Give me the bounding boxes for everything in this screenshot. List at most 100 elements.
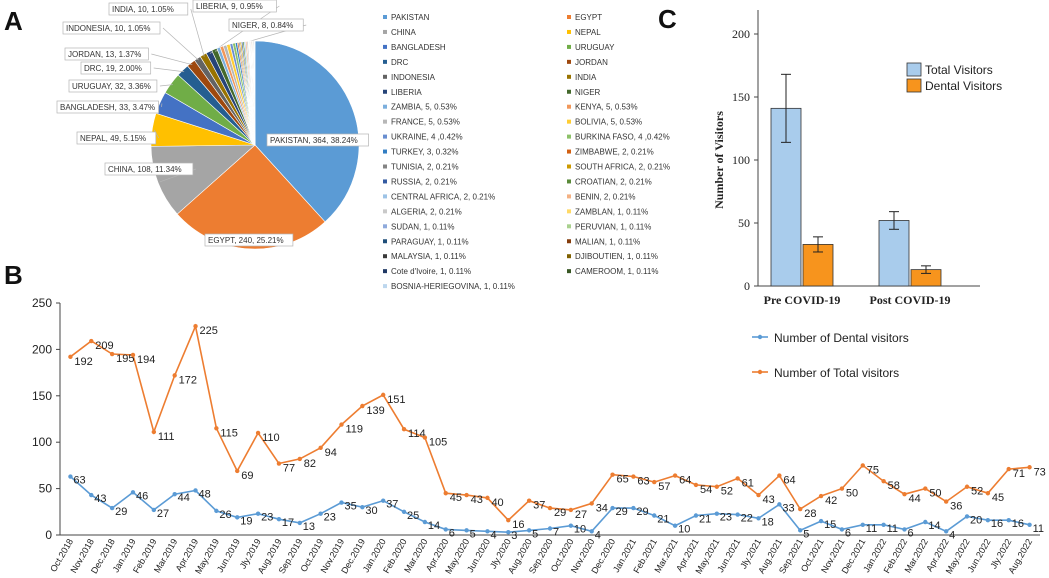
data-value-label: 139 [366,405,384,417]
data-point [839,486,845,491]
bar-category-label: Pre COVID-19 [764,293,841,307]
data-point [297,456,302,462]
data-value-label: 44 [908,493,920,505]
pie-chart: PAKISTAN, 364, 38.24% EGYPT, 240, 25.21% C… [56,0,369,250]
legend-item: INDONESIA [391,73,436,82]
line-legend-label: Number of Total visitors [774,366,899,380]
data-point [380,392,386,398]
legend-swatch [383,44,387,49]
bar-dental-pre [802,244,834,287]
bar-legend-label: Total Visitors [925,63,993,77]
data-value-label: 5 [532,528,538,540]
pie-slice-pakistan [254,40,360,223]
legend-swatch [567,134,571,139]
pie-slice-bosnia-heriegovina [254,40,256,146]
data-value-label: 151 [387,394,405,406]
data-point [401,509,407,514]
data-value-label: 13 [303,521,315,533]
pie-label-box [204,233,294,247]
legend-swatch [567,74,571,79]
data-value-label: 48 [199,488,211,500]
data-point [881,522,886,527]
data-value-label: 11 [887,523,898,535]
bar-category-label: Post COVID-19 [870,293,951,307]
data-point [589,501,594,506]
data-value-label: 35 [344,501,356,513]
line-legend-marker [757,334,763,340]
data-value-label: 42 [825,495,837,507]
data-value-label: 15 [824,519,836,531]
pie-data-label: NIGER, 8, 0.84% [232,21,293,30]
data-point [506,530,511,535]
legend-swatch [567,119,571,124]
pie-data-label: PAKISTAN, 364, 38.24% [270,136,358,145]
data-value-label: 69 [241,470,253,482]
data-point [151,429,157,435]
legend-swatch [567,164,571,169]
data-value-label: 11 [1033,523,1044,535]
data-value-label: 43 [763,494,775,506]
data-point [985,517,991,523]
data-point [193,488,198,493]
bar-chart: 0 50 100 150 200 Number of Visitors Pre COVID-… [712,10,1002,307]
data-point [777,473,782,478]
pie-data-label: EGYPT, 240, 25.21% [208,236,284,245]
data-point [485,529,490,534]
data-point [255,430,261,436]
data-point [1006,517,1011,523]
data-value-label: 192 [74,356,92,368]
bar-y-tick-label: 0 [744,279,750,293]
data-value-label: 3 [511,530,517,542]
data-value-label: 23 [720,512,732,524]
data-point [318,445,323,450]
data-point [1027,522,1032,527]
legend-item: CROATIAN, 2, 0.21% [575,177,652,186]
data-value-label: 111 [158,431,175,443]
data-point [902,527,907,532]
legend-item: FRANCE, 5, 0.53% [391,118,460,127]
data-value-label: 23 [324,512,336,524]
pie-label-box [80,61,152,75]
data-value-label: 45 [450,492,462,504]
data-value-label: 44 [178,492,190,504]
pie-leader-line [151,53,193,66]
legend-item: ZAMBLAN, 1, 0.11% [575,207,648,216]
y-tick-label: 50 [39,482,53,496]
data-point [380,498,386,503]
data-value-label: 20 [970,514,982,526]
pie-label-box [104,162,194,176]
data-point [235,515,240,520]
legend-item: CAMEROOM, 1, 0.11% [575,267,658,276]
data-value-label: 77 [283,463,295,475]
data-value-label: 52 [971,486,983,498]
data-point [672,523,678,528]
pie-data-label: LIBERIA, 9, 0.95% [196,2,263,11]
data-point [235,468,240,474]
y-tick-label: 100 [32,435,52,449]
legend-item: SOUTH AFRICA, 2, 0.21% [575,163,670,172]
data-point [464,528,469,533]
bar-legend-swatch [906,78,922,93]
data-point [318,511,323,516]
legend-swatch [383,164,387,169]
data-value-label: 50 [929,488,941,500]
legend-swatch [383,74,387,79]
legend-swatch [567,209,571,214]
data-point [297,520,302,526]
data-value-label: 110 [262,432,280,444]
legend-swatch [383,149,387,154]
data-value-label: 194 [137,354,155,366]
data-point [68,474,73,479]
pie-label-box [228,18,304,32]
legend-swatch [567,224,571,229]
bar-y-tick-label: 200 [732,27,750,41]
data-value-label: 21 [699,514,711,526]
pie-slice-egypt [176,144,326,250]
legend-item: PAKISTAN [391,13,430,22]
legend-swatch [567,89,571,94]
data-point [610,472,615,477]
legend-swatch [567,179,571,184]
data-point [89,492,94,498]
data-point [860,463,865,468]
legend-swatch [383,179,387,184]
